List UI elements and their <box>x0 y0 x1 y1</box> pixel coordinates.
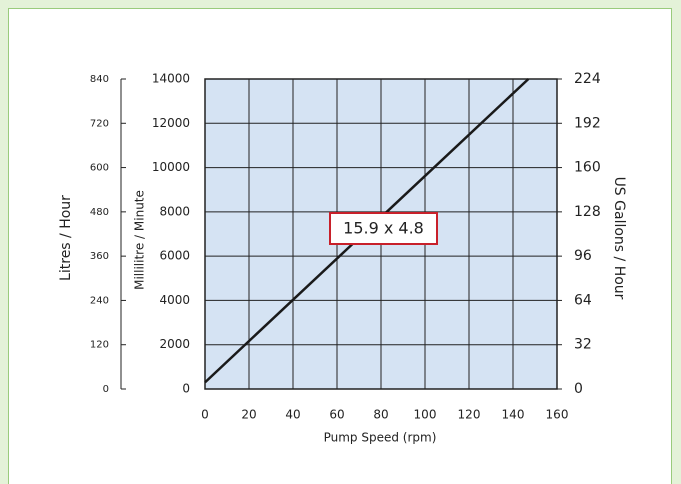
y2-tick-label: 96 <box>574 248 592 264</box>
y2-tick-label: 32 <box>574 337 592 353</box>
x-tick-label: 140 <box>502 408 525 422</box>
y3-tick-label: 480 <box>90 207 109 218</box>
x-tick-label: 60 <box>329 408 344 422</box>
y3-tick-label: 360 <box>90 251 109 262</box>
y-tick-label: 14000 <box>152 72 190 86</box>
y-tick-label: 12000 <box>152 116 190 130</box>
y-axis-label: Millilitre / Minute <box>133 190 147 290</box>
y2-tick-label: 64 <box>574 292 592 308</box>
y2-tick-label: 160 <box>574 160 601 176</box>
y2-axis-label: US Gallons / Hour <box>611 177 627 300</box>
x-axis-label: Pump Speed (rpm) <box>324 431 437 445</box>
x-tick-label: 20 <box>241 408 256 422</box>
x-tick-label: 0 <box>201 408 209 422</box>
y3-tick-label: 720 <box>90 118 109 129</box>
y-tick-label: 6000 <box>159 249 190 263</box>
y3-tick-label: 600 <box>90 163 109 174</box>
y-tick-label: 4000 <box>159 293 190 307</box>
y-tick-label: 2000 <box>159 337 190 351</box>
y2-tick-label: 224 <box>574 71 601 87</box>
y3-tick-label: 0 <box>103 384 109 395</box>
x-tick-label: 100 <box>414 408 437 422</box>
y3-axis-label: Litres / Hour <box>58 195 74 281</box>
y2-tick-label: 192 <box>574 115 601 131</box>
x-tick-label: 120 <box>458 408 481 422</box>
plot-frame <box>204 78 558 390</box>
y2-tick-label: 0 <box>574 381 583 397</box>
annotation-box <box>329 212 438 245</box>
y3-tick-label: 120 <box>90 340 109 351</box>
y-tick-label: 0 <box>182 382 190 396</box>
x-tick-label: 80 <box>373 408 388 422</box>
y3-tick-label: 240 <box>90 295 109 306</box>
annotation: 15.9 x 4.8 <box>343 219 424 238</box>
y3-tick-label: 840 <box>90 74 109 85</box>
y-tick-label: 8000 <box>159 204 190 218</box>
y-tick-label: 10000 <box>152 160 190 174</box>
y2-tick-label: 128 <box>574 204 601 220</box>
x-tick-label: 40 <box>285 408 300 422</box>
x-tick-label: 160 <box>546 408 569 422</box>
